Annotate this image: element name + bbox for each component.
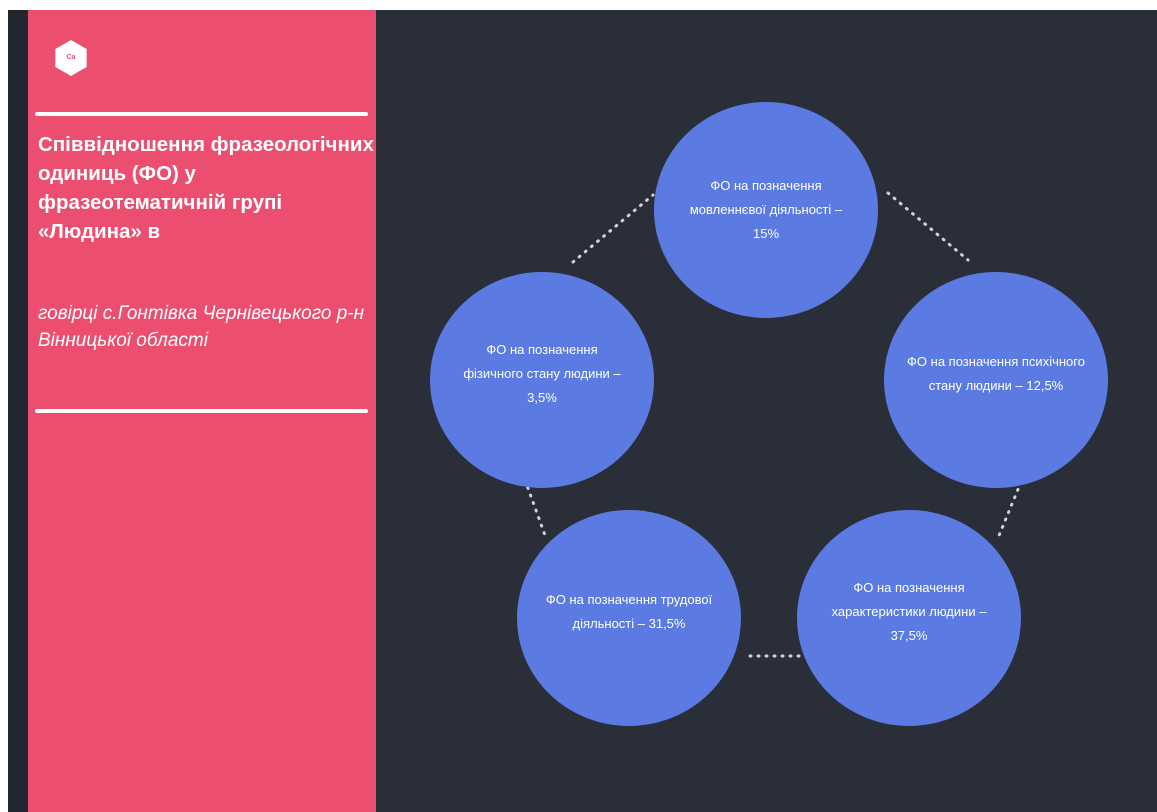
sidebar-panel: Ca Співвідношення фразеологічних одиниць…: [28, 10, 376, 812]
connector-psychic-characteristics: [996, 480, 1023, 540]
left-strip: [8, 10, 28, 812]
node-speech-label: ФО на позначення мовленнєвої діяльності …: [689, 178, 843, 241]
node-physical-circle: [430, 272, 654, 488]
logo-icon: Ca: [55, 40, 87, 76]
slide-subtitle: говірці с.Гонтівка Чернівецького р-н Він…: [38, 303, 365, 351]
node-psychic-label: ФО на позначення психічного стану людини…: [907, 354, 1085, 393]
cycle-diagram: [430, 102, 1108, 726]
node-labor-circle: [517, 510, 741, 726]
bottom-divider: [35, 409, 368, 413]
connector-labor-physical: [523, 478, 548, 540]
slide-title: Співвідношення фразеологічних одиниць (Ф…: [38, 133, 374, 243]
node-labor-label: ФО на позначення трудової діяльності – 3…: [545, 592, 713, 631]
slide: Ca Співвідношення фразеологічних одиниць…: [8, 10, 1157, 812]
connector-speech-psychic: [886, 191, 970, 262]
top-divider: [35, 112, 368, 116]
node-psychic-circle: [884, 272, 1108, 488]
node-characteristics-label: ФО на позначення характеристики людини –…: [831, 580, 987, 643]
node-physical-label: ФО на позначення фізичного стану людини …: [463, 342, 621, 405]
node-characteristics-circle: [797, 510, 1021, 726]
node-speech-circle: [654, 102, 878, 318]
connector-physical-speech: [571, 193, 655, 264]
